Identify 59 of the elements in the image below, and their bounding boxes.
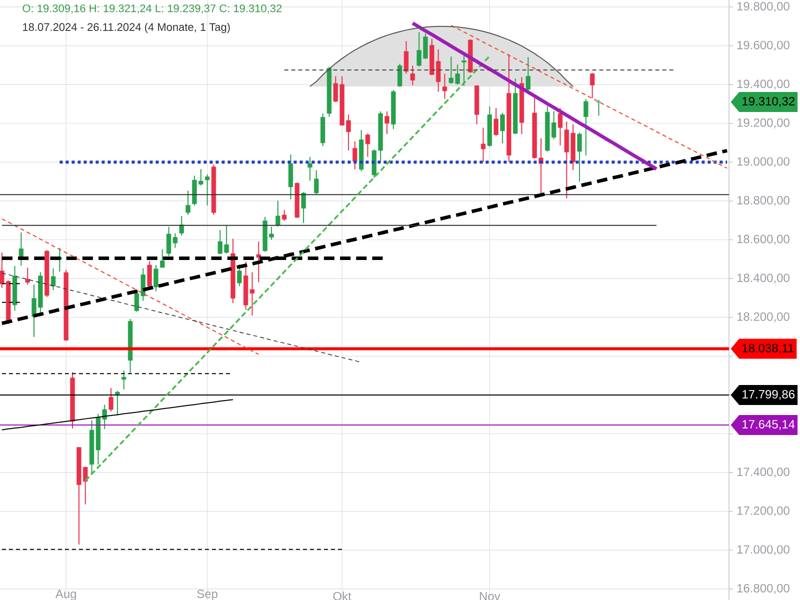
y-tick-label: 17.200,00 [737, 506, 790, 516]
text: 19.310,32 [742, 97, 794, 107]
y-tick-label: 19.000,00 [737, 157, 790, 168]
line-series [1, 218, 260, 355]
candlestick [462, 55, 466, 86]
y-tick-label: 18.200,00 [737, 312, 790, 322]
candlestick [25, 267, 30, 286]
text: 18.07.2024 - 26.11.2024 (4 Monate, 1 Tag) [23, 22, 230, 34]
ref-line-label: 18.038,11 [742, 344, 794, 354]
y-tick-label: 18.800,00 [737, 196, 790, 206]
y-tick-label: 17.400,00 [737, 468, 790, 478]
candlestick [365, 132, 370, 158]
candlestick [179, 215, 184, 236]
candlestick [352, 140, 358, 170]
candlestick [301, 192, 306, 224]
candlestick [596, 99, 602, 116]
y-tick-label: 19.800,00 [737, 2, 790, 12]
y-tick-label: 18.600,00 [737, 234, 790, 245]
candlestick [237, 264, 242, 287]
candlestick [160, 248, 165, 268]
candlestick [410, 65, 415, 86]
candlestick [122, 370, 126, 390]
candlestick [442, 73, 448, 100]
ref-line-label: 17.645,14 [742, 420, 795, 430]
candlestick [147, 260, 152, 288]
y-tick-label: 16.800,00 [737, 584, 790, 594]
candlestick [154, 264, 158, 292]
y-tick-label: 18.400,00 [737, 274, 790, 284]
candlestick [500, 112, 505, 144]
candlestick [314, 170, 319, 194]
x-tick-label: Okt [333, 592, 352, 600]
candlestick [288, 154, 294, 200]
candlestick [282, 209, 287, 222]
y-tick-label: 19.400,00 [737, 80, 790, 90]
candlestick [256, 241, 261, 283]
candlestick [558, 108, 563, 146]
candlestick [404, 40, 409, 74]
candlestick [108, 388, 114, 412]
candlestick [186, 190, 190, 216]
candlestick [590, 72, 595, 99]
y-tick-label: 19.200,00 [737, 118, 790, 128]
y-tick-label: 19.600,00 [737, 40, 790, 51]
candlestick [204, 174, 210, 206]
candlestick [384, 110, 390, 135]
x-tick-label: Nov [480, 592, 500, 600]
candlestick [494, 108, 498, 136]
ref-line-label: 17.799,86 [742, 390, 795, 400]
candlestick [526, 56, 530, 90]
y-tick-label: 17.000,00 [737, 545, 790, 556]
x-tick-label: Sep [197, 590, 218, 600]
x-tick-label: Aug [55, 590, 76, 600]
candlestick [115, 390, 120, 416]
candlestick [50, 268, 56, 291]
candlestick [584, 98, 588, 156]
candlestick [480, 127, 486, 162]
candlestick [577, 132, 582, 182]
candlestick [276, 200, 280, 228]
candlestick [308, 156, 312, 182]
chart-title: O: 19.309,16 H: 19.321,24 L: 19.239,37 C: 19.310,32 [22, 4, 282, 14]
